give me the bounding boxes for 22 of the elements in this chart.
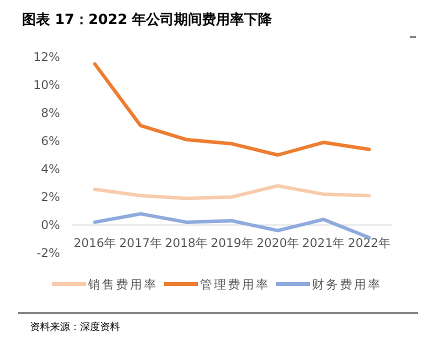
x-tick-label: 2016年 [74, 236, 116, 250]
y-tick-label: 4% [40, 162, 60, 176]
y-tick-label: 0% [40, 218, 60, 232]
x-tick-label: 2021年 [302, 236, 345, 250]
y-tick-label: 8% [40, 106, 60, 120]
chart-title: 图表 17：2022 年公司期间费用率下降 [22, 11, 274, 28]
x-tick-label: 2018年 [165, 236, 208, 250]
x-tick-label: 2019年 [210, 236, 254, 250]
line-series [93, 184, 371, 200]
text: 资料来源：深度资料 [30, 321, 120, 333]
x-tick-label: 2017年 [119, 236, 162, 250]
y-tick-label: 6% [40, 134, 60, 148]
legend-label: 销售费用率 [87, 278, 158, 292]
y-tick-label: 10% [33, 78, 60, 92]
x-tick-label: 2022年 [348, 236, 390, 250]
legend-label: 管理费用率 [200, 278, 270, 292]
legend-label: 财务费用率 [312, 278, 382, 292]
y-tick-label: 2% [40, 190, 60, 204]
y-tick-label: 12% [33, 50, 60, 64]
line-series [93, 62, 371, 157]
y-tick-label: -2% [36, 246, 60, 260]
x-tick-label: 2020年 [256, 236, 299, 250]
